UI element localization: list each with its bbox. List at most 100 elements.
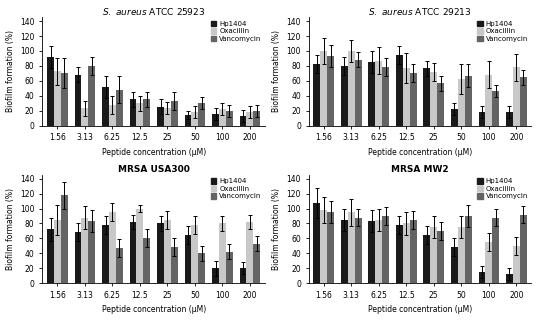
- Bar: [327, 212, 334, 283]
- Bar: [314, 203, 321, 283]
- Bar: [382, 68, 389, 126]
- Bar: [82, 218, 88, 283]
- Bar: [226, 111, 233, 126]
- Bar: [219, 223, 226, 283]
- Bar: [54, 220, 61, 283]
- Bar: [54, 71, 61, 126]
- Title: MRSA MW2: MRSA MW2: [391, 165, 449, 174]
- Bar: [492, 218, 499, 283]
- Bar: [506, 274, 513, 283]
- Bar: [157, 223, 164, 283]
- X-axis label: Peptide concentration (μM): Peptide concentration (μM): [368, 306, 472, 315]
- Bar: [47, 229, 54, 283]
- Bar: [314, 64, 321, 126]
- Bar: [82, 108, 88, 126]
- Bar: [157, 107, 164, 126]
- Bar: [61, 73, 68, 126]
- Bar: [171, 247, 178, 283]
- Bar: [465, 76, 471, 126]
- Bar: [430, 72, 437, 126]
- Bar: [246, 112, 253, 126]
- Bar: [478, 272, 485, 283]
- Bar: [341, 220, 348, 283]
- Bar: [321, 51, 327, 126]
- X-axis label: Peptide concentration (μM): Peptide concentration (μM): [368, 148, 472, 157]
- Bar: [164, 220, 171, 283]
- Bar: [109, 105, 116, 126]
- Bar: [240, 268, 246, 283]
- Bar: [492, 91, 499, 126]
- Bar: [458, 79, 465, 126]
- Bar: [321, 210, 327, 283]
- Bar: [75, 232, 82, 283]
- Bar: [246, 222, 253, 283]
- Bar: [355, 60, 361, 126]
- Bar: [485, 75, 492, 126]
- Bar: [465, 216, 471, 283]
- Bar: [485, 242, 492, 283]
- Legend: Hp1404, Oxacillin, Vancomycin: Hp1404, Oxacillin, Vancomycin: [209, 19, 264, 44]
- Bar: [198, 103, 205, 126]
- Bar: [341, 66, 348, 126]
- Y-axis label: Biofilm formation (%): Biofilm formation (%): [272, 30, 281, 113]
- Bar: [410, 220, 417, 283]
- Legend: Hp1404, Oxacillin, Vancomycin: Hp1404, Oxacillin, Vancomycin: [475, 19, 530, 44]
- X-axis label: Peptide concentration (μM): Peptide concentration (μM): [101, 306, 206, 315]
- Legend: Hp1404, Oxacillin, Vancomycin: Hp1404, Oxacillin, Vancomycin: [475, 176, 530, 202]
- Bar: [116, 90, 122, 126]
- Bar: [47, 57, 54, 126]
- Bar: [226, 252, 233, 283]
- Bar: [396, 55, 403, 126]
- Bar: [478, 112, 485, 126]
- Bar: [171, 101, 178, 126]
- Bar: [424, 235, 430, 283]
- Bar: [403, 68, 410, 126]
- Bar: [513, 246, 520, 283]
- Bar: [506, 112, 513, 126]
- Bar: [424, 68, 430, 126]
- Bar: [368, 62, 375, 126]
- Bar: [327, 56, 334, 126]
- Bar: [396, 225, 403, 283]
- Bar: [143, 100, 150, 126]
- Bar: [520, 77, 527, 126]
- Bar: [382, 216, 389, 283]
- Y-axis label: Biofilm formation (%): Biofilm formation (%): [5, 30, 14, 113]
- Bar: [403, 223, 410, 283]
- Bar: [437, 83, 444, 126]
- Title: $\it{S.\ aureus}$ ATCC 25923: $\it{S.\ aureus}$ ATCC 25923: [102, 5, 205, 17]
- Bar: [102, 225, 109, 283]
- Bar: [355, 218, 361, 283]
- Bar: [102, 87, 109, 126]
- Bar: [348, 212, 355, 283]
- Legend: Hp1404, Oxacillin, Vancomycin: Hp1404, Oxacillin, Vancomycin: [209, 176, 264, 202]
- Bar: [129, 222, 136, 283]
- Y-axis label: Biofilm formation (%): Biofilm formation (%): [272, 188, 281, 270]
- Bar: [75, 75, 82, 126]
- Bar: [253, 244, 260, 283]
- X-axis label: Peptide concentration (μM): Peptide concentration (μM): [101, 148, 206, 157]
- Y-axis label: Biofilm formation (%): Biofilm formation (%): [5, 188, 14, 270]
- Title: $\it{S.\ aureus}$ ATCC 29213: $\it{S.\ aureus}$ ATCC 29213: [368, 5, 472, 17]
- Bar: [143, 238, 150, 283]
- Bar: [192, 112, 198, 126]
- Bar: [116, 248, 122, 283]
- Bar: [458, 227, 465, 283]
- Title: MRSA USA300: MRSA USA300: [118, 165, 190, 174]
- Bar: [212, 114, 219, 126]
- Bar: [410, 73, 417, 126]
- Bar: [212, 268, 219, 283]
- Bar: [240, 116, 246, 126]
- Bar: [368, 221, 375, 283]
- Bar: [192, 225, 198, 283]
- Bar: [136, 209, 143, 283]
- Bar: [375, 220, 382, 283]
- Bar: [185, 115, 192, 126]
- Bar: [253, 111, 260, 126]
- Bar: [198, 253, 205, 283]
- Bar: [513, 68, 520, 126]
- Bar: [451, 109, 458, 126]
- Bar: [430, 227, 437, 283]
- Bar: [375, 61, 382, 126]
- Bar: [437, 231, 444, 283]
